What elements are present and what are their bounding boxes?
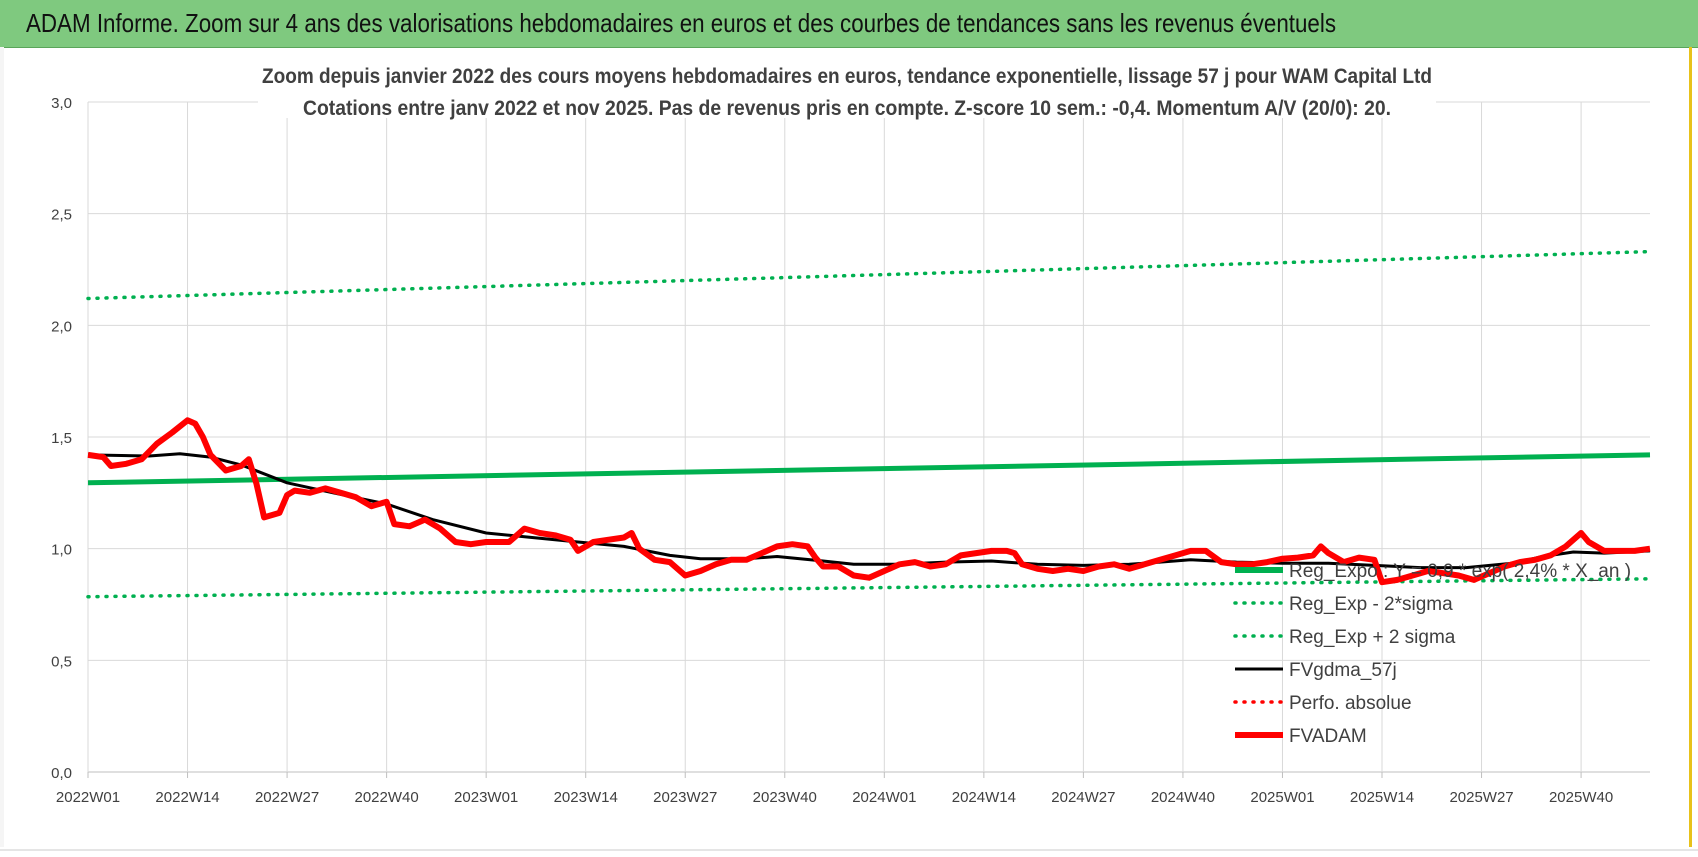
left-border-accent bbox=[0, 47, 4, 847]
page-title: ADAM Informe. Zoom sur 4 ans des valoris… bbox=[26, 8, 1337, 38]
line-chart: Zoom depuis janvier 2022 des cours moyen… bbox=[51, 60, 1652, 806]
x-tick-label: 2025W27 bbox=[1449, 789, 1513, 806]
y-tick-label: 3,0 bbox=[51, 95, 72, 112]
x-tick-label: 2022W27 bbox=[255, 789, 319, 806]
y-tick-label: 1,5 bbox=[51, 430, 72, 447]
legend-label: Reg_Exp - 2*sigma bbox=[1289, 594, 1453, 615]
axes: 0,0 0,5 1,0 1,5 2,0 2,5 3,0 2022W01 2022W14 2022W… bbox=[51, 95, 1613, 806]
y-tick-label: 1,0 bbox=[51, 542, 72, 559]
chart-title-block: Zoom depuis janvier 2022 des cours moyen… bbox=[258, 60, 1436, 120]
legend-label: Reg_Exp + 2 sigma bbox=[1289, 627, 1456, 648]
x-tick-label: 2025W14 bbox=[1350, 789, 1414, 806]
x-tick-label: 2024W01 bbox=[852, 789, 916, 806]
x-tick-label: 2022W01 bbox=[56, 789, 120, 806]
x-tick-label: 2023W01 bbox=[454, 789, 518, 806]
series-fvadam bbox=[87, 417, 1651, 586]
y-tick-label: 2,0 bbox=[51, 318, 72, 335]
legend-label: Reg_Expo : Y = 0,9 * exp( 2,4% * X_an ) bbox=[1289, 561, 1631, 582]
series-group bbox=[86, 249, 1652, 599]
x-tick-label: 2023W27 bbox=[653, 789, 717, 806]
series-reg-exp-minus-2sigma bbox=[86, 577, 1652, 599]
x-tick-label: 2023W14 bbox=[554, 789, 618, 806]
legend: Reg_Expo : Y = 0,9 * exp( 2,4% * X_an ) R… bbox=[1233, 561, 1631, 747]
y-tick-label: 2,5 bbox=[51, 207, 72, 224]
grid-lines bbox=[87, 101, 1650, 773]
x-tick-label: 2024W40 bbox=[1151, 789, 1215, 806]
chart-subtitle: Cotations entre janv 2022 et nov 2025. P… bbox=[303, 97, 1391, 120]
legend-label: FVgdma_57j bbox=[1289, 660, 1397, 681]
x-tick-label: 2025W40 bbox=[1549, 789, 1613, 806]
bottom-border bbox=[0, 849, 1698, 851]
x-tick-label: 2025W01 bbox=[1250, 789, 1314, 806]
header-bar: ADAM Informe. Zoom sur 4 ans des valoris… bbox=[0, 0, 1698, 48]
right-border-accent bbox=[1689, 47, 1692, 847]
x-tick-label: 2024W27 bbox=[1051, 789, 1115, 806]
series-reg-expo bbox=[87, 452, 1651, 486]
x-tick-label: 2023W40 bbox=[753, 789, 817, 806]
chart-title: Zoom depuis janvier 2022 des cours moyen… bbox=[262, 65, 1432, 88]
title-backdrop bbox=[258, 60, 1436, 118]
series-reg-exp-plus-2sigma bbox=[86, 249, 1652, 301]
x-tick-label: 2022W40 bbox=[355, 789, 419, 806]
y-tick-label: 0,5 bbox=[51, 653, 72, 670]
legend-label: Perfo. absolue bbox=[1289, 693, 1412, 714]
x-tick-label: 2022W14 bbox=[155, 789, 219, 806]
legend-label: FVADAM bbox=[1289, 726, 1367, 747]
y-tick-label: 0,0 bbox=[51, 765, 72, 782]
x-tick-label: 2024W14 bbox=[952, 789, 1016, 806]
